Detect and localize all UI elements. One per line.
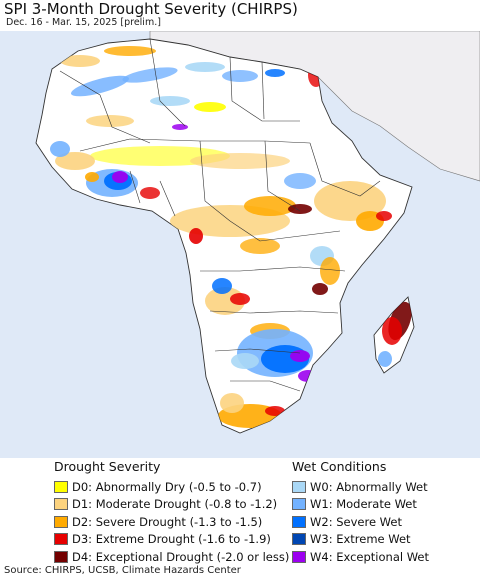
legend-swatch-w4 (292, 550, 306, 563)
legend: Drought Severity D0: Abnormally Dry (-0.… (0, 458, 480, 566)
legend-swatch-w0 (292, 480, 306, 493)
legend-label-w3: W3: Extreme Wet (310, 532, 411, 547)
legend-label-w2: W2: Severe Wet (310, 514, 402, 529)
country-borders (59, 38, 381, 392)
legend-label-w4: W4: Exceptional Wet (310, 549, 429, 564)
wet-legend-heading: Wet Conditions (292, 459, 387, 474)
map-subtitle: Dec. 16 - Mar. 15, 2025 [prelim.] (6, 17, 161, 28)
source-credit: Source: CHIRPS, UCSB, Climate Hazards Ce… (4, 565, 241, 576)
drought-legend: Drought Severity D0: Abnormally Dry (-0.… (54, 458, 289, 566)
legend-item-d1: D1: Moderate Drought (-0.8 to -1.2) (54, 496, 289, 514)
legend-item-d3: D3: Extreme Drought (-1.6 to -1.9) (54, 531, 289, 549)
legend-swatch-d3 (54, 533, 68, 546)
wet-legend: Wet Conditions W0: Abnormally Wet W1: Mo… (292, 458, 429, 566)
drought-map (0, 31, 480, 458)
legend-swatch-d2 (54, 515, 68, 528)
drought-legend-heading: Drought Severity (54, 459, 161, 474)
legend-swatch-d4 (54, 550, 68, 563)
legend-item-w3: W3: Extreme Wet (292, 531, 429, 549)
legend-label-d4: D4: Exceptional Drought (-2.0 or less) (72, 549, 290, 564)
legend-swatch-d0 (54, 480, 68, 493)
legend-item-w0: W0: Abnormally Wet (292, 478, 429, 496)
legend-swatch-d1 (54, 498, 68, 511)
legend-item-w1: W1: Moderate Wet (292, 496, 429, 514)
legend-label-d3: D3: Extreme Drought (-1.6 to -1.9) (72, 532, 271, 547)
legend-label-d2: D2: Severe Drought (-1.3 to -1.5) (72, 514, 263, 529)
legend-swatch-w3 (292, 533, 306, 546)
legend-label-w0: W0: Abnormally Wet (310, 479, 428, 494)
legend-item-d0: D0: Abnormally Dry (-0.5 to -0.7) (54, 478, 289, 496)
legend-swatch-w2 (292, 515, 306, 528)
legend-label-d0: D0: Abnormally Dry (-0.5 to -0.7) (72, 479, 262, 494)
legend-label-w1: W1: Moderate Wet (310, 497, 417, 512)
legend-item-d4: D4: Exceptional Drought (-2.0 or less) (54, 548, 289, 566)
legend-label-d1: D1: Moderate Drought (-0.8 to -1.2) (72, 497, 278, 512)
legend-swatch-w1 (292, 498, 306, 511)
legend-item-w4: W4: Exceptional Wet (292, 548, 429, 566)
map-title: SPI 3-Month Drought Severity (CHIRPS) (4, 0, 298, 18)
legend-item-d2: D2: Severe Drought (-1.3 to -1.5) (54, 513, 289, 531)
legend-item-w2: W2: Severe Wet (292, 513, 429, 531)
